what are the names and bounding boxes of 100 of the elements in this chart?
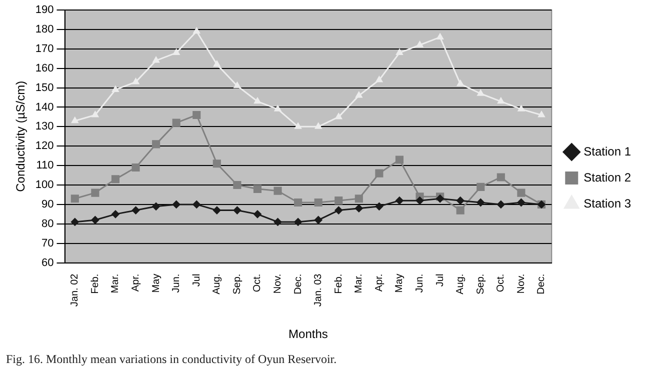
point bbox=[132, 206, 140, 214]
point bbox=[456, 206, 464, 214]
point bbox=[395, 156, 404, 164]
point bbox=[274, 186, 282, 195]
point bbox=[314, 122, 322, 129]
point bbox=[476, 182, 485, 191]
point bbox=[354, 204, 363, 212]
point bbox=[212, 160, 221, 168]
x-tick-label: Jul bbox=[191, 274, 202, 287]
x-tick-label: Apr. bbox=[130, 274, 142, 292]
point bbox=[375, 169, 384, 178]
x-tick-label: Mar. bbox=[354, 274, 365, 294]
x-tick-label: Jan. 03 bbox=[313, 273, 324, 307]
point bbox=[111, 210, 120, 218]
x-tick-label: Nov. bbox=[272, 274, 284, 294]
point bbox=[476, 198, 485, 207]
point bbox=[518, 105, 525, 112]
point bbox=[253, 210, 262, 218]
y-tick-label: 150 bbox=[35, 82, 54, 94]
point bbox=[213, 60, 220, 67]
point bbox=[517, 188, 526, 197]
point bbox=[477, 90, 484, 96]
y-tick-label: 190 bbox=[35, 4, 54, 16]
point bbox=[396, 48, 404, 56]
point bbox=[70, 194, 79, 203]
point bbox=[496, 173, 505, 182]
point bbox=[294, 218, 302, 226]
point bbox=[354, 194, 363, 203]
point bbox=[152, 56, 160, 63]
x-tick-label: Feb. bbox=[333, 274, 344, 294]
point bbox=[70, 218, 79, 226]
y-tick-label: 180 bbox=[35, 23, 54, 36]
point bbox=[172, 48, 180, 56]
x-tick-label: Oct. bbox=[496, 274, 507, 292]
x-tick-label: Dec. bbox=[292, 274, 304, 294]
point bbox=[294, 122, 302, 129]
y-tick-label: 120 bbox=[35, 140, 54, 152]
x-tick-label: Dec. bbox=[536, 274, 548, 294]
point bbox=[274, 105, 282, 112]
point bbox=[395, 196, 404, 205]
y-tick-label: 130 bbox=[35, 120, 54, 133]
point bbox=[172, 200, 180, 208]
point bbox=[334, 206, 343, 214]
x-tick-label: May bbox=[150, 274, 162, 293]
caption: Fig. 16. Monthly mean variations in conductivity of Oyun Reservoir. bbox=[6, 352, 337, 367]
point bbox=[91, 188, 100, 197]
x-tick-label: Jan. 02 bbox=[70, 273, 81, 307]
y-tick-label: 80 bbox=[42, 218, 54, 230]
point bbox=[314, 216, 322, 224]
point bbox=[91, 216, 100, 224]
x-tick-label: Jun. bbox=[414, 274, 426, 293]
point bbox=[212, 206, 221, 214]
point bbox=[456, 80, 464, 86]
point bbox=[416, 41, 424, 48]
x-tick-label: May bbox=[394, 274, 406, 293]
x-tick-label: Apr. bbox=[374, 274, 385, 292]
point bbox=[538, 111, 546, 118]
x-tick-label: Jun. bbox=[171, 274, 182, 293]
y-tick-label: 100 bbox=[35, 179, 54, 192]
point bbox=[152, 140, 160, 148]
point bbox=[335, 112, 342, 120]
y-tick-label: 70 bbox=[42, 237, 54, 250]
point bbox=[112, 86, 119, 92]
legend-label: Station 3 bbox=[584, 196, 632, 210]
point bbox=[496, 200, 505, 208]
point bbox=[92, 111, 99, 118]
x-tick-label: Sep. bbox=[475, 274, 486, 294]
point bbox=[253, 184, 262, 193]
legend-label: Station 2 bbox=[584, 170, 632, 184]
y-tick-label: 90 bbox=[42, 198, 54, 210]
x-tick-label: Aug. bbox=[455, 274, 466, 294]
point bbox=[132, 78, 140, 84]
legend-label: Station 1 bbox=[584, 144, 632, 158]
point bbox=[71, 116, 78, 124]
y-tick-label: 170 bbox=[35, 42, 54, 55]
point bbox=[375, 202, 384, 210]
point bbox=[234, 82, 241, 88]
x-tick-label: Feb. bbox=[90, 274, 101, 294]
point bbox=[274, 218, 282, 226]
y-tick-label: 60 bbox=[42, 256, 54, 269]
x-tick-label: Oct. bbox=[252, 274, 264, 292]
point bbox=[517, 198, 526, 207]
x-tick-label: Aug. bbox=[212, 274, 223, 294]
x-tick-label: Sep. bbox=[232, 274, 243, 294]
point bbox=[294, 198, 302, 207]
point bbox=[111, 175, 120, 184]
point bbox=[152, 202, 160, 210]
point bbox=[192, 110, 201, 120]
point bbox=[416, 196, 424, 205]
point bbox=[355, 92, 362, 98]
point bbox=[132, 163, 140, 172]
point bbox=[193, 27, 200, 34]
x-tick-label: Mar. bbox=[110, 274, 122, 294]
point bbox=[334, 196, 343, 205]
x-tick-label: Nov. bbox=[516, 274, 527, 294]
point bbox=[497, 97, 504, 104]
point bbox=[456, 196, 464, 205]
point bbox=[192, 200, 201, 208]
point bbox=[376, 76, 383, 82]
point bbox=[172, 118, 180, 127]
